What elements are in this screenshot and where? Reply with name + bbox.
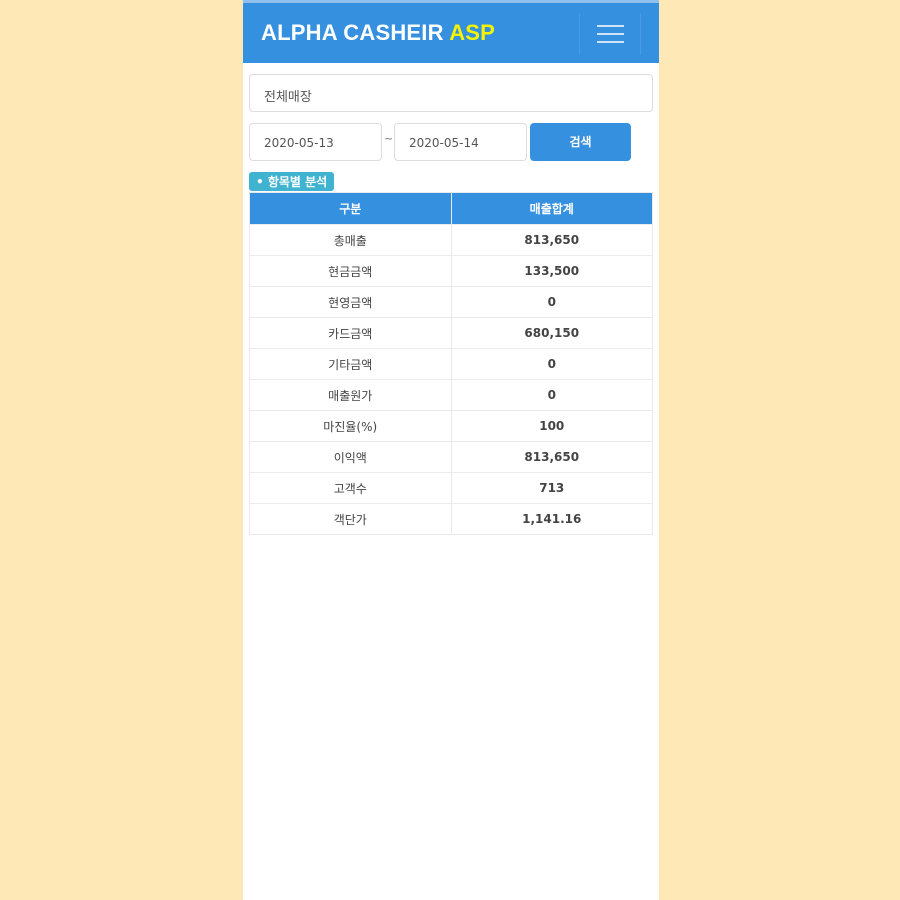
search-button[interactable]: 검색 bbox=[530, 123, 631, 161]
row-label: 기타금액 bbox=[249, 348, 452, 380]
row-value: 680,150 bbox=[450, 317, 653, 349]
table-row: 이익액 813,650 bbox=[249, 441, 653, 473]
table-row: 객단가 1,141.16 bbox=[249, 503, 653, 535]
app-screen: ALPHA CASHEIR ASP 전체매장 2020-05-13 ~ 2020… bbox=[243, 0, 659, 900]
section-badge: • 항목별 분석 bbox=[249, 172, 335, 191]
table-row: 카드금액 680,150 bbox=[249, 317, 653, 349]
table-row: 총매출 813,650 bbox=[249, 224, 653, 256]
table-row: 매출원가 0 bbox=[249, 379, 653, 411]
title-accent: ASP bbox=[449, 20, 496, 45]
row-label: 이익액 bbox=[249, 441, 452, 473]
row-value: 133,500 bbox=[450, 255, 653, 287]
date-separator: ~ bbox=[384, 132, 394, 145]
row-value: 0 bbox=[450, 348, 653, 380]
end-date-input[interactable]: 2020-05-14 bbox=[394, 123, 527, 161]
row-label: 현영금액 bbox=[249, 286, 452, 318]
row-value: 0 bbox=[450, 379, 653, 411]
table-row: 기타금액 0 bbox=[249, 348, 653, 380]
table-row: 마진율(%) 100 bbox=[249, 410, 653, 442]
row-value: 713 bbox=[450, 472, 653, 504]
row-label: 고객수 bbox=[249, 472, 452, 504]
row-label: 마진율(%) bbox=[249, 410, 452, 442]
column-header: 매출합계 bbox=[450, 192, 653, 225]
row-value: 813,650 bbox=[450, 441, 653, 473]
row-value: 813,650 bbox=[450, 224, 653, 256]
row-label: 매출원가 bbox=[249, 379, 452, 411]
store-select[interactable]: 전체매장 bbox=[249, 74, 653, 112]
sales-table: 구분 매출합계 총매출 813,650 현금금액 133,500 현영금액 0 카드금액 68… bbox=[249, 192, 653, 535]
row-label: 현금금액 bbox=[249, 255, 452, 287]
app-title: ALPHA CASHEIR ASP bbox=[261, 20, 495, 46]
row-label: 객단가 bbox=[249, 503, 452, 535]
start-date-input[interactable]: 2020-05-13 bbox=[249, 123, 382, 161]
row-value: 100 bbox=[450, 410, 653, 442]
table-row: 현금금액 133,500 bbox=[249, 255, 653, 287]
row-label: 총매출 bbox=[249, 224, 452, 256]
hamburger-menu-icon[interactable] bbox=[579, 13, 641, 55]
row-label: 카드금액 bbox=[249, 317, 452, 349]
column-header: 구분 bbox=[249, 192, 452, 225]
title-main: ALPHA CASHEIR bbox=[261, 20, 444, 45]
app-header: ALPHA CASHEIR ASP bbox=[243, 0, 659, 63]
row-value: 1,141.16 bbox=[450, 503, 653, 535]
table-row: 고객수 713 bbox=[249, 472, 653, 504]
row-value: 0 bbox=[450, 286, 653, 318]
table-row: 현영금액 0 bbox=[249, 286, 653, 318]
